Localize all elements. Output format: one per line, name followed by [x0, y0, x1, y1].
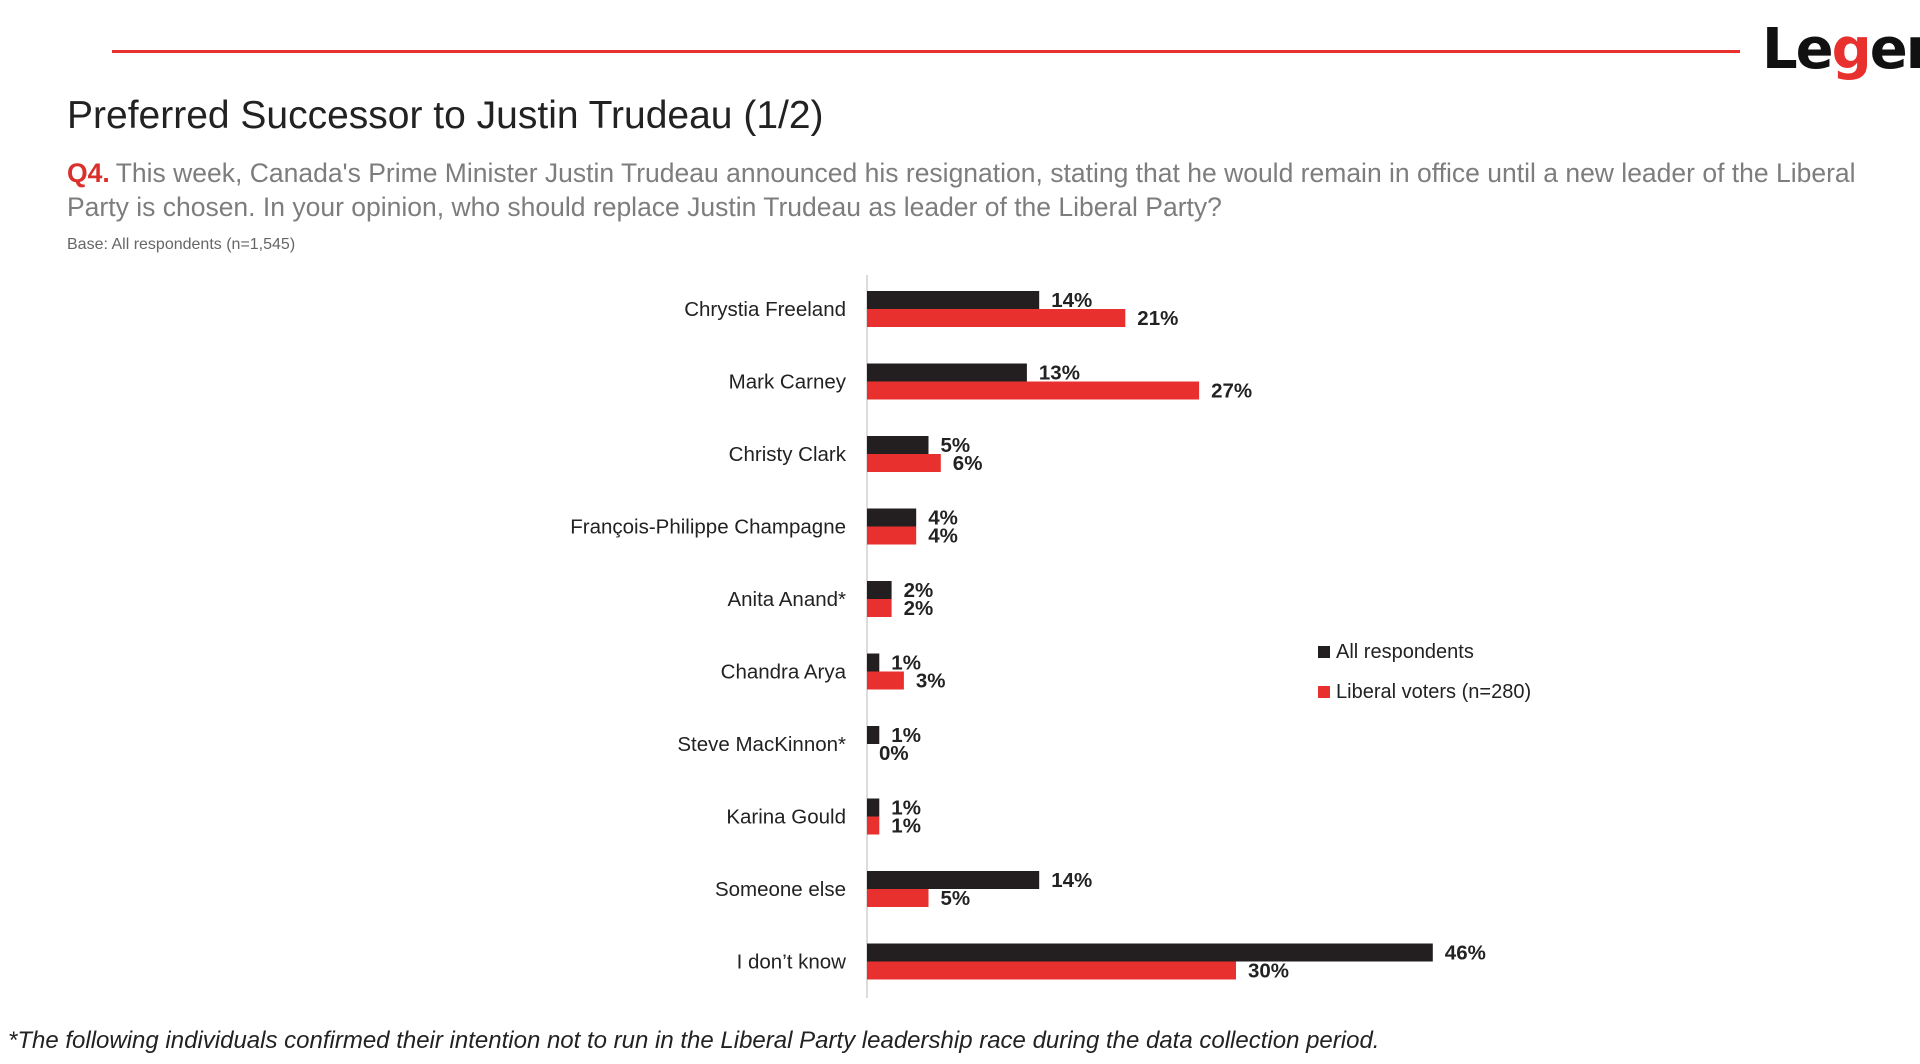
bar-all-respondents	[867, 653, 880, 672]
legend-item-liberal: Liberal voters (n=280)	[1318, 672, 1531, 712]
category-label: I don’t know	[737, 951, 847, 974]
question-number: Q4.	[67, 158, 110, 188]
bar-all-respondents	[867, 363, 1027, 382]
category-label: Chandra Arya	[721, 661, 847, 684]
data-label: 0%	[879, 742, 909, 765]
data-label: 14%	[1051, 869, 1092, 892]
data-label: 5%	[941, 887, 971, 910]
category-label: Karina Gould	[726, 806, 846, 829]
data-label: 1%	[891, 797, 921, 820]
data-label: 21%	[1137, 307, 1178, 330]
top-rule	[112, 50, 1740, 53]
legend-label-all: All respondents	[1336, 640, 1474, 663]
bar-all-respondents	[867, 581, 892, 599]
question-body: This week, Canada's Prime Minister Justi…	[67, 158, 1856, 222]
data-label: 2%	[904, 597, 934, 620]
data-label: 6%	[953, 452, 983, 475]
data-label: 27%	[1211, 380, 1252, 403]
bar-liberal-voters	[867, 671, 904, 690]
bar-all-respondents	[867, 798, 880, 817]
category-label: Mark Carney	[729, 371, 847, 394]
chart-legend: All respondents Liberal voters (n=280)	[1318, 632, 1531, 712]
bar-liberal-voters	[867, 961, 1236, 980]
category-label: Christy Clark	[729, 443, 847, 466]
bar-all-respondents	[867, 508, 917, 527]
bar-liberal-voters	[867, 526, 917, 545]
legend-label-liberal: Liberal voters (n=280)	[1336, 680, 1532, 703]
data-label: 1%	[891, 815, 921, 838]
data-label: 14%	[1051, 289, 1092, 312]
data-label: 3%	[916, 670, 946, 693]
category-label: Someone else	[715, 878, 846, 901]
question-text: Q4. This week, Canada's Prime Minister Ju…	[67, 156, 1867, 224]
legend-item-all: All respondents	[1318, 632, 1531, 672]
page-title: Preferred Successor to Justin Trudeau (1…	[67, 94, 824, 137]
bar-liberal-voters	[867, 454, 941, 472]
data-label: 13%	[1039, 362, 1080, 385]
bar-all-respondents	[867, 871, 1040, 889]
data-label: 2%	[904, 579, 934, 602]
category-label: Chrystia Freeland	[684, 298, 846, 321]
bar-all-respondents	[867, 291, 1040, 309]
data-label: 4%	[928, 507, 958, 530]
leger-logo: Leger	[1762, 17, 1920, 82]
bar-all-respondents	[867, 726, 880, 744]
legend-swatch-all	[1318, 646, 1330, 658]
bar-liberal-voters	[867, 309, 1126, 327]
bar-liberal-voters	[867, 816, 880, 835]
base-note: Base: All respondents (n=1,545)	[67, 236, 296, 253]
bar-liberal-voters	[867, 599, 892, 617]
category-label: Steve MacKinnon*	[677, 733, 846, 756]
legend-swatch-liberal	[1318, 686, 1330, 698]
category-label: François-Philippe Champagne	[570, 516, 846, 539]
bar-all-respondents	[867, 436, 929, 454]
data-label: 4%	[928, 525, 958, 548]
data-label: 1%	[891, 724, 921, 747]
data-label: 46%	[1445, 942, 1486, 965]
data-label: 5%	[941, 434, 971, 457]
footnote: *The following individuals confirmed the…	[8, 1027, 1380, 1054]
category-label: Anita Anand*	[727, 588, 846, 611]
bar-all-respondents	[867, 943, 1433, 962]
data-label: 30%	[1248, 960, 1289, 983]
data-label: 1%	[891, 652, 921, 675]
bar-liberal-voters	[867, 381, 1200, 400]
bar-liberal-voters	[867, 889, 929, 907]
